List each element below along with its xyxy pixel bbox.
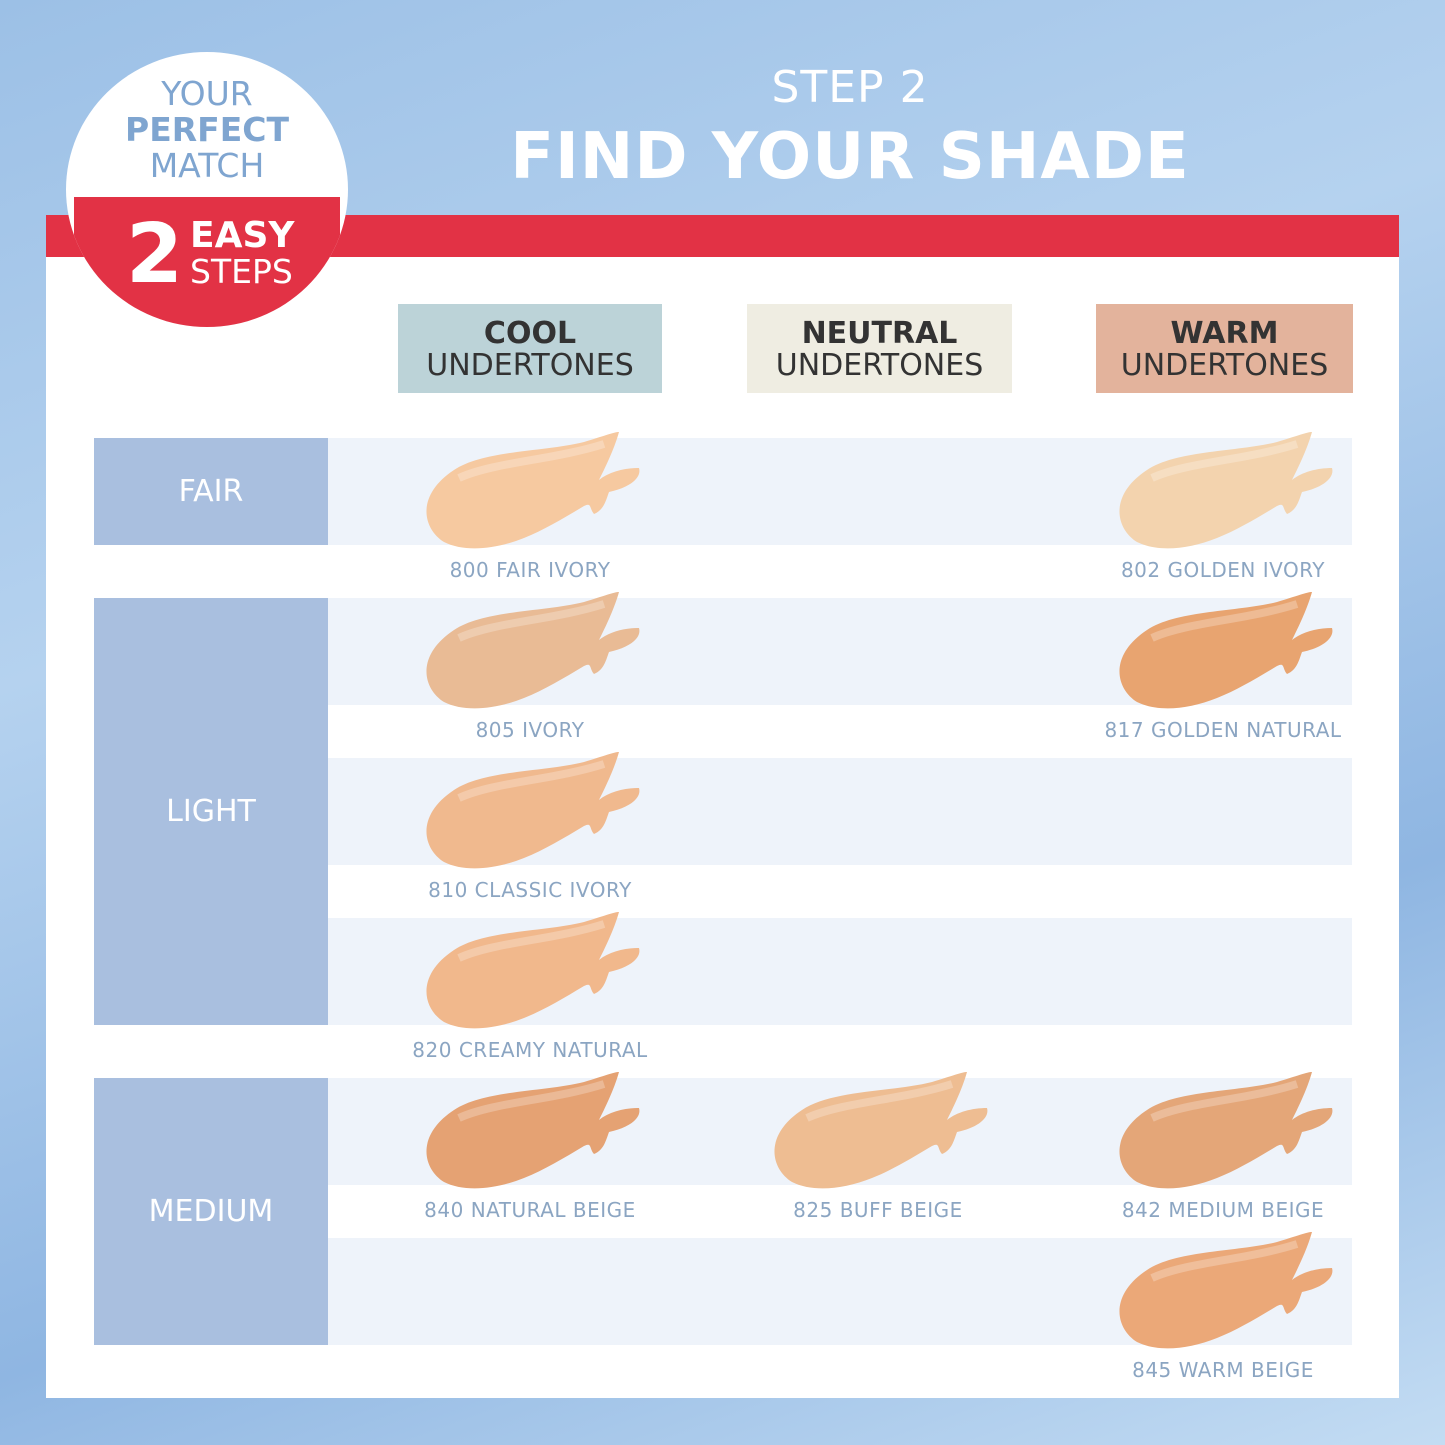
shade-name: 820 CREAMY NATURAL — [412, 1038, 648, 1062]
shade-swatch[interactable] — [414, 590, 654, 720]
badge-line5: STEPS — [190, 252, 293, 291]
shade-swatch[interactable] — [1107, 1070, 1347, 1200]
shade-swatch[interactable] — [414, 1070, 654, 1200]
shade-name: 817 GOLDEN NATURAL — [1104, 718, 1342, 742]
badge-line4: EASY — [190, 215, 295, 256]
badge-number: 2 — [126, 207, 184, 302]
shade-name: 825 BUFF BEIGE — [793, 1198, 963, 1222]
shade-swatch[interactable] — [762, 1070, 1002, 1200]
shade-name: 840 NATURAL BEIGE — [424, 1198, 636, 1222]
column-header-title: NEUTRAL — [801, 316, 958, 351]
shade-swatch[interactable] — [414, 910, 654, 1040]
level-light: LIGHT — [94, 598, 328, 1025]
level-medium: MEDIUM — [94, 1078, 328, 1345]
shade-name: 845 WARM BEIGE — [1132, 1358, 1314, 1382]
badge-line1: YOUR — [161, 74, 253, 113]
shade-swatch[interactable] — [414, 750, 654, 880]
badge-line3: MATCH — [149, 146, 265, 185]
column-header-sub: UNDERTONES — [426, 348, 634, 383]
column-header-neutral: NEUTRAL UNDERTONES — [747, 304, 1012, 393]
shade-swatch[interactable] — [414, 430, 654, 560]
shade-name: 810 CLASSIC IVORY — [428, 878, 632, 902]
step-label: STEP 2 — [771, 62, 929, 113]
page-title: FIND YOUR SHADE — [510, 120, 1190, 194]
column-header-sub: UNDERTONES — [775, 348, 984, 383]
shade-name: 805 IVORY — [475, 718, 585, 742]
perfect-match-badge: YOUR PERFECT MATCH 2 EASY STEPS — [66, 52, 348, 327]
shade-swatch[interactable] — [1107, 430, 1347, 560]
column-header-warm: WARM UNDERTONES — [1096, 304, 1353, 393]
shade-swatch[interactable] — [1107, 590, 1347, 720]
shade-name: 802 GOLDEN IVORY — [1120, 558, 1326, 582]
shade-name: 800 FAIR IVORY — [449, 558, 611, 582]
shade-name: 842 MEDIUM BEIGE — [1121, 1198, 1325, 1222]
column-header-title: COOL — [483, 316, 577, 351]
level-fair: FAIR — [94, 438, 328, 545]
column-header-title: WARM — [1170, 316, 1279, 351]
column-header-sub: UNDERTONES — [1120, 348, 1329, 383]
badge-red-section — [74, 197, 340, 327]
column-header-cool: COOL UNDERTONES — [398, 304, 662, 393]
badge-line2: PERFECT — [125, 110, 289, 149]
shade-swatch[interactable] — [1107, 1230, 1347, 1360]
